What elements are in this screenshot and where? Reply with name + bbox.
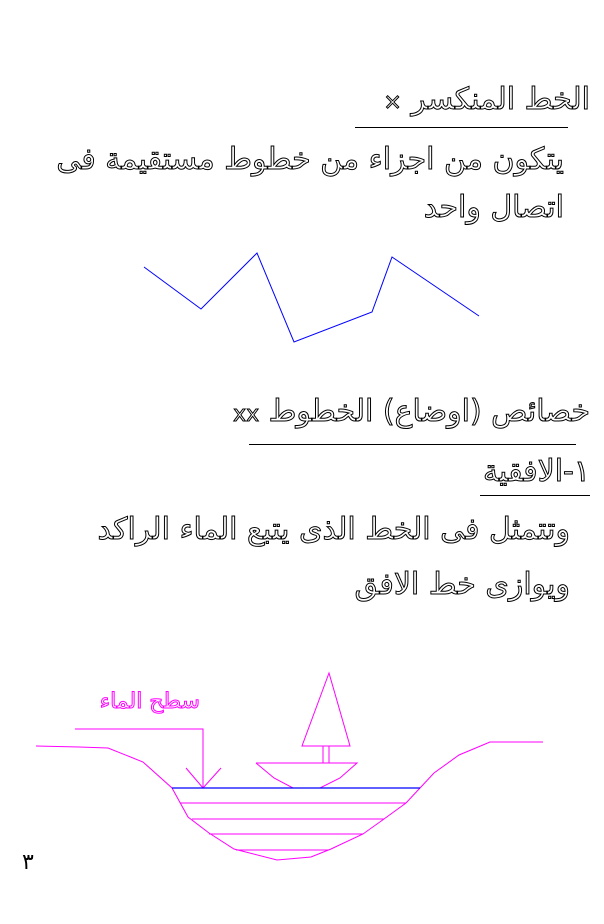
section1-title: الخط المنكسر	[411, 82, 591, 118]
section2-body-line2: ويوازى خط الافق	[354, 567, 571, 603]
section1-body-line2: اتصال واحد	[423, 190, 564, 226]
section2-body-line1: وتتمثل فى الخط الذى يتبع الماء الراكد	[97, 512, 570, 548]
section1-heading: الخط المنكسر ×	[383, 80, 591, 123]
section2-heading: خصائص (اوضاع) الخطوط xx	[233, 392, 591, 435]
label-leader	[75, 728, 204, 788]
section2-bullet: xx	[233, 402, 260, 428]
section2-title: خصائص (اوضاع) الخطوط	[268, 394, 590, 430]
section2-underline	[249, 444, 576, 445]
section2-subtitle-underline	[480, 495, 590, 496]
water-diagram	[35, 671, 543, 861]
section1-body-line1: يتكون من اجزاء من خطوط مستقيمة فى	[56, 142, 565, 178]
boat-sail	[301, 671, 351, 747]
section2-subtitle: ١-الافقية	[482, 454, 590, 490]
page-number: ٣	[22, 850, 34, 875]
section1-bullet: ×	[383, 90, 402, 116]
ground-profile	[35, 741, 543, 861]
water-surface-label: سطح الماء	[99, 689, 200, 715]
zigzag-line	[143, 252, 480, 343]
section1-underline	[355, 127, 568, 128]
boat-hull	[255, 762, 359, 789]
